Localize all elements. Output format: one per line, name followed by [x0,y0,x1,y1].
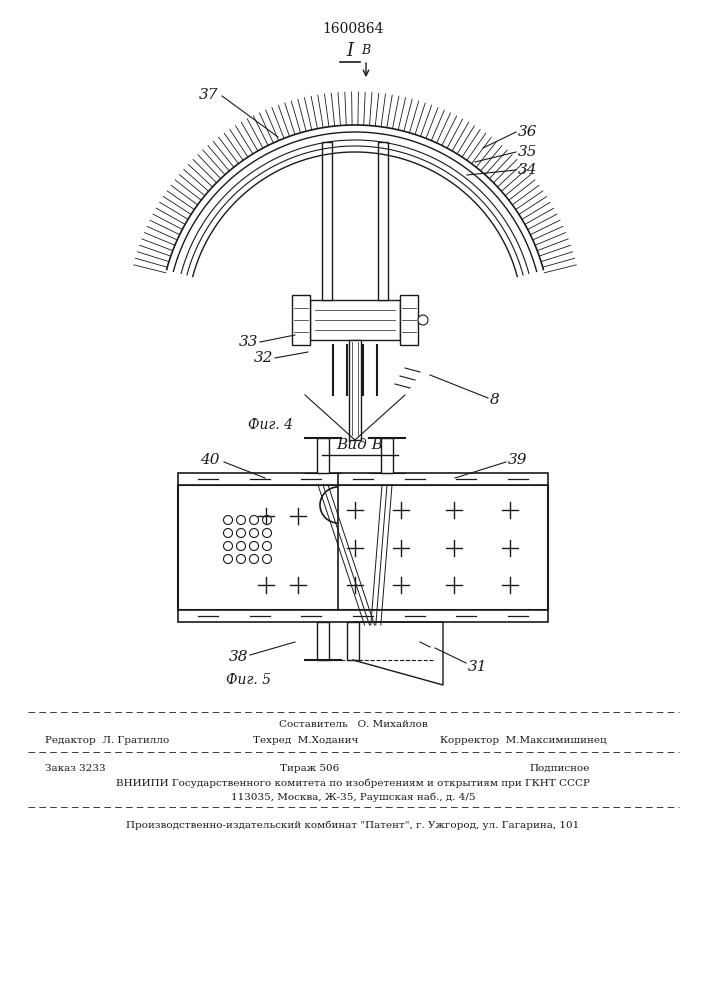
Circle shape [223,516,233,524]
Text: Составитель   О. Михайлов: Составитель О. Михайлов [279,720,427,729]
Bar [400,295,418,345]
Text: Техред  М.Ходанич: Техред М.Ходанич [253,736,358,745]
Text: Подписное: Подписное [530,764,590,773]
Text: 37: 37 [199,88,218,102]
Text: 39: 39 [508,453,527,467]
Circle shape [262,528,271,538]
Circle shape [237,528,245,538]
Circle shape [223,542,233,550]
Text: 8: 8 [490,393,500,407]
Text: 113035, Москва, Ж-35, Раушская наб., д. 4/5: 113035, Москва, Ж-35, Раушская наб., д. … [230,793,475,802]
Text: I: I [346,42,354,60]
Bar [381,438,393,473]
Text: 40: 40 [201,453,220,467]
Bar [347,622,359,660]
Text: Редактор  Л. Гратилло: Редактор Л. Гратилло [45,736,169,745]
Text: Фиг. 5: Фиг. 5 [226,673,271,687]
Text: 35: 35 [518,145,537,159]
Bar [292,295,310,345]
Text: ВНИИПИ Государственного комитета по изобретениям и открытиям при ГКНТ СССР: ВНИИПИ Государственного комитета по изоб… [116,779,590,788]
Circle shape [262,542,271,550]
Text: Производственно-издательский комбинат "Патент", г. Ужгород, ул. Гагарина, 101: Производственно-издательский комбинат "П… [127,820,580,830]
Text: Корректор  М.Максимишинец: Корректор М.Максимишинец [440,736,607,745]
Text: 33: 33 [238,335,258,349]
Text: В: В [361,44,370,57]
Circle shape [223,528,233,538]
Bar [178,610,548,622]
Circle shape [237,542,245,550]
Circle shape [250,542,259,550]
Circle shape [223,554,233,564]
Bar [317,438,329,473]
Text: 32: 32 [254,351,273,365]
Circle shape [250,516,259,524]
Circle shape [262,516,271,524]
Bar [322,142,332,300]
Bar [349,340,361,440]
Text: 1600864: 1600864 [322,22,384,36]
Circle shape [237,516,245,524]
Bar [378,142,388,300]
Bar [310,300,400,340]
Text: 36: 36 [518,125,537,139]
Bar [317,622,329,660]
Text: Вид В: Вид В [337,438,383,452]
Circle shape [418,315,428,325]
Circle shape [250,554,259,564]
Text: Фиг. 4: Фиг. 4 [247,418,293,432]
Text: Заказ 3233: Заказ 3233 [45,764,105,773]
Bar [178,473,548,485]
Circle shape [237,554,245,564]
Text: 38: 38 [228,650,248,664]
Text: 34: 34 [518,163,537,177]
Text: Тираж 506: Тираж 506 [281,764,339,773]
Bar [178,485,548,610]
Circle shape [250,528,259,538]
Circle shape [262,554,271,564]
Text: 31: 31 [468,660,488,674]
